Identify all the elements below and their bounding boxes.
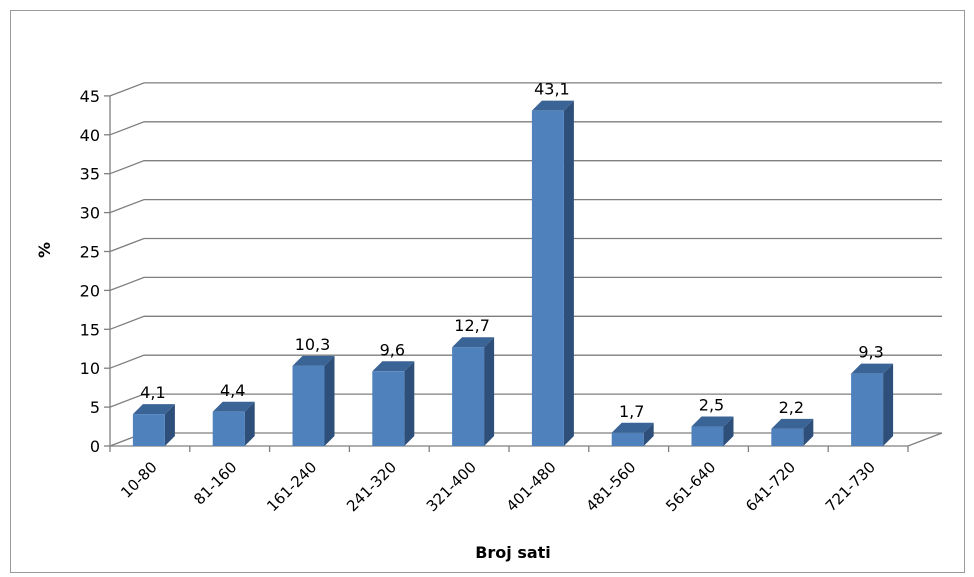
data-label: 2,5 [699,396,724,415]
x-tick-label: 641-720 [742,458,799,515]
bars [132,100,894,446]
bar-side [563,100,574,446]
bar-top [771,418,814,429]
x-tick-label: 481-560 [582,458,639,515]
bar-top [212,401,255,412]
y-tick-label: 15 [80,320,100,339]
gridline [109,393,942,408]
bar-top [132,404,175,415]
bar-top [531,100,574,111]
x-tick-label: 401-480 [503,458,560,515]
data-label: 43,1 [534,80,570,99]
bar-side [404,361,415,446]
gridline [109,276,942,292]
gridline [109,82,942,97]
y-tick-label: 20 [80,281,100,300]
x-tick-label: 721-730 [822,458,879,515]
data-label: 4,4 [220,381,245,400]
gridline [109,315,942,330]
data-labels: 4,1 4,4 10,3 9,6 12,7 43,1 1,7 2,5 2,2 9,3 [140,80,884,421]
y-axis-title: % [35,242,54,258]
gridlines [109,82,943,447]
gridline [109,237,942,253]
bar-side [244,401,255,446]
data-label: 9,3 [858,343,883,362]
y-tick-label: 40 [80,126,100,145]
y-tick-label: 35 [80,165,100,184]
data-label: 2,2 [779,398,804,417]
data-label: 12,7 [454,316,490,335]
bar-top [292,355,335,366]
data-label: 10,3 [295,335,331,354]
x-tick-label: 10-80 [117,458,161,502]
y-axis-ticks: 0 5 10 15 20 25 30 35 40 45 [80,87,110,456]
bar-side [164,404,175,446]
bar [851,373,884,446]
bar [611,432,644,446]
bar-top [611,422,654,433]
y-tick-label: 0 [90,437,100,456]
x-tick-label: 241-320 [343,458,400,515]
bar-side [324,355,335,446]
gridline [109,121,942,136]
y-tick-label: 30 [80,204,100,223]
x-axis-ticks: 10-80 81-160 161-240 241-320 321-400 401-480 4… [109,446,909,515]
bar-side [883,363,894,446]
bar [132,414,165,446]
bar-top [691,416,734,427]
bar [372,371,405,446]
bar [771,428,804,446]
data-label: 1,7 [619,402,644,421]
data-label: 4,1 [140,383,165,402]
bar-top [452,337,495,348]
x-tick-label: 161-240 [263,458,320,515]
x-tick-label: 561-640 [662,458,719,515]
bar-side [643,422,654,446]
bar [691,426,724,446]
gridline [109,160,942,175]
y-tick-label: 10 [80,359,100,378]
y-tick-label: 5 [90,398,100,417]
bar [452,347,485,446]
chart-frame [10,10,965,573]
gridline [109,354,942,369]
gridline [109,198,942,214]
bar [531,110,564,446]
bar-side [484,337,495,446]
y-tick-label: 45 [80,87,100,106]
data-label: 9,6 [380,340,405,359]
bar [292,365,325,446]
bar-side [803,418,814,446]
x-axis-title: Broj sati [475,543,551,562]
bar [212,411,245,446]
y-tick-label: 25 [80,243,100,262]
bar-top [372,361,415,372]
bar-top [851,363,894,374]
bar-side [723,416,734,446]
x-tick-label: 321-400 [423,458,480,515]
x-tick-label: 81-160 [190,458,240,508]
